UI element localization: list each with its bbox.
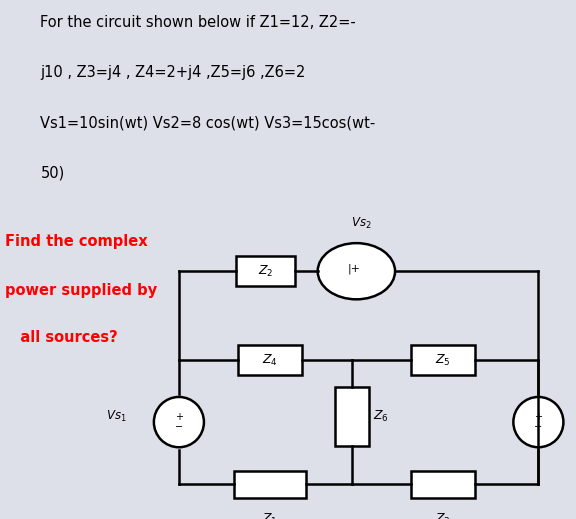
Text: 50): 50) [40, 166, 65, 181]
Text: Vs1=10sin(wt) Vs2=8 cos(wt) Vs3=15cos(wt-: Vs1=10sin(wt) Vs2=8 cos(wt) Vs3=15cos(wt… [40, 116, 376, 131]
Text: $Vs_1$: $Vs_1$ [106, 408, 127, 424]
FancyBboxPatch shape [233, 471, 306, 498]
Text: j10 , Z3=j4 , Z4=2+j4 ,Z5=j6 ,Z6=2: j10 , Z3=j4 , Z4=2+j4 ,Z5=j6 ,Z6=2 [40, 65, 306, 80]
Ellipse shape [318, 243, 395, 299]
FancyBboxPatch shape [238, 345, 302, 375]
Text: +
−: + − [535, 412, 543, 432]
Text: Find the complex: Find the complex [5, 234, 147, 249]
Text: $Z_1$: $Z_1$ [262, 512, 278, 519]
Text: $Z_5$: $Z_5$ [435, 352, 450, 367]
Ellipse shape [513, 397, 563, 447]
Text: For the circuit shown below if Z1=12, Z2=-: For the circuit shown below if Z1=12, Z2… [40, 15, 356, 30]
FancyBboxPatch shape [335, 387, 369, 446]
Text: $Z_3$: $Z_3$ [435, 512, 450, 519]
Text: $Z_2$: $Z_2$ [257, 264, 273, 279]
Ellipse shape [154, 397, 204, 447]
Text: all sources?: all sources? [5, 330, 118, 345]
FancyBboxPatch shape [411, 345, 475, 375]
Text: power supplied by: power supplied by [5, 283, 157, 298]
FancyBboxPatch shape [411, 471, 475, 498]
Text: +
−: + − [175, 412, 183, 432]
Text: $Z_4$: $Z_4$ [262, 352, 278, 367]
FancyBboxPatch shape [236, 256, 295, 286]
Text: $Vs_2$: $Vs_2$ [351, 216, 371, 231]
Text: $Z_6$: $Z_6$ [373, 408, 389, 424]
Text: |+: |+ [347, 263, 361, 274]
